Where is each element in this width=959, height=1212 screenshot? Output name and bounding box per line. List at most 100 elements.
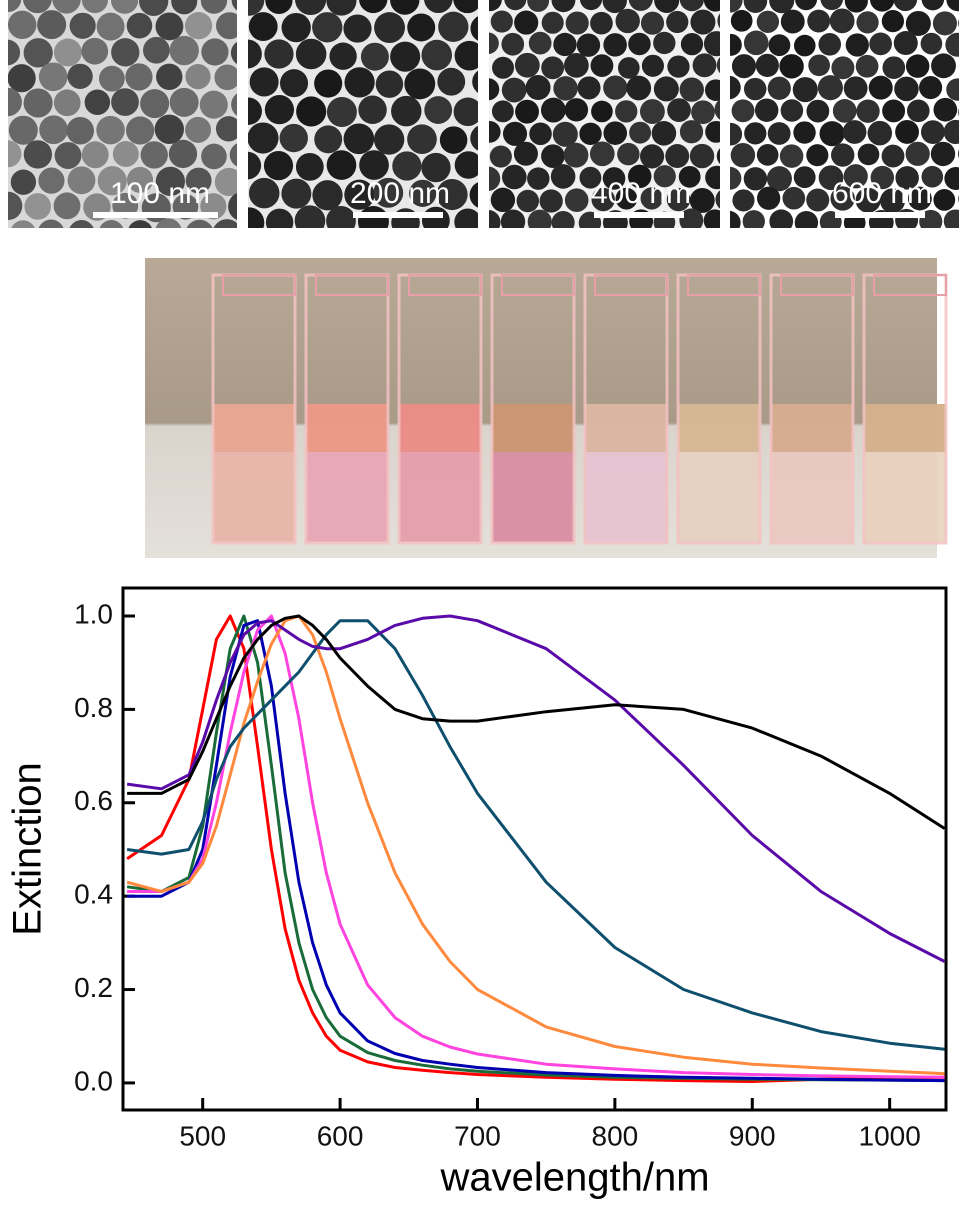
particle xyxy=(8,0,22,12)
particle xyxy=(439,126,468,154)
scale-bar-label: 600 nm xyxy=(832,177,932,210)
particle xyxy=(641,54,664,77)
particle xyxy=(667,98,691,123)
particle xyxy=(705,79,720,101)
particle xyxy=(895,166,919,190)
particle xyxy=(756,144,779,166)
particle xyxy=(782,186,806,210)
particle xyxy=(513,141,538,166)
particle xyxy=(314,125,343,154)
particle xyxy=(110,0,139,14)
particle xyxy=(576,33,601,57)
particle xyxy=(421,39,453,71)
particle xyxy=(504,0,527,11)
particle xyxy=(844,0,868,13)
particle xyxy=(730,9,753,32)
particle xyxy=(579,166,602,189)
particle xyxy=(231,93,237,116)
particle xyxy=(730,0,743,13)
particle xyxy=(527,0,550,12)
particle xyxy=(53,89,81,117)
particle xyxy=(769,0,795,14)
particle xyxy=(125,63,153,91)
particle xyxy=(200,0,228,14)
particle xyxy=(563,142,589,168)
particle xyxy=(265,0,293,14)
particle xyxy=(855,54,879,78)
cuvette-rim xyxy=(222,274,296,296)
liquid-top xyxy=(771,404,853,452)
particle xyxy=(529,122,552,146)
particle xyxy=(201,143,227,170)
particle xyxy=(214,167,237,197)
particle xyxy=(577,76,601,100)
particle xyxy=(819,121,845,147)
particle xyxy=(920,32,943,55)
particle xyxy=(502,121,528,146)
series-line xyxy=(126,619,945,1051)
particle xyxy=(421,152,451,183)
particle xyxy=(436,178,468,211)
particle xyxy=(730,142,756,168)
particle xyxy=(579,122,602,145)
particle xyxy=(731,99,755,123)
particle xyxy=(140,141,168,169)
particle xyxy=(407,124,437,154)
particle xyxy=(516,189,540,213)
particle xyxy=(248,97,262,125)
particle xyxy=(326,97,357,128)
particle xyxy=(438,11,469,42)
particle xyxy=(931,53,956,79)
particle xyxy=(579,0,603,11)
particle xyxy=(515,99,539,124)
particle xyxy=(502,164,527,190)
particle xyxy=(126,116,155,145)
particle xyxy=(248,39,262,69)
particle xyxy=(832,99,857,123)
particle xyxy=(248,151,262,180)
particle xyxy=(893,31,918,56)
particle xyxy=(563,52,589,78)
particle xyxy=(743,0,768,14)
particle xyxy=(742,210,765,228)
particle xyxy=(359,0,388,14)
particle xyxy=(640,187,663,210)
particle xyxy=(629,121,652,144)
particle xyxy=(893,0,918,12)
particle xyxy=(230,41,237,65)
particle xyxy=(407,13,436,42)
particle xyxy=(780,9,805,34)
particle xyxy=(628,32,651,56)
particle xyxy=(8,39,21,66)
particle xyxy=(143,36,170,64)
particle xyxy=(155,12,184,41)
particle xyxy=(793,166,816,189)
particle xyxy=(703,0,720,12)
particle xyxy=(66,117,94,145)
particle xyxy=(38,62,68,92)
particle xyxy=(489,121,501,143)
particle xyxy=(38,167,65,194)
cuvette-rim xyxy=(501,274,575,296)
particle xyxy=(806,188,830,212)
particle xyxy=(679,77,704,102)
particle xyxy=(281,178,312,209)
particle xyxy=(67,166,96,195)
particle xyxy=(454,40,478,71)
particle xyxy=(755,53,779,77)
particle xyxy=(830,186,855,211)
particle xyxy=(391,95,422,127)
scale-bar xyxy=(353,212,443,218)
particle xyxy=(490,187,516,213)
liquid-top xyxy=(306,404,388,452)
y-tick-label: 0.2 xyxy=(74,972,113,1003)
particle xyxy=(492,56,515,79)
particle xyxy=(213,219,237,228)
particle xyxy=(920,120,945,144)
series-line xyxy=(127,619,945,1083)
particle xyxy=(490,10,513,33)
liquid-top xyxy=(492,404,574,452)
particle xyxy=(779,54,804,79)
particle xyxy=(744,122,767,145)
